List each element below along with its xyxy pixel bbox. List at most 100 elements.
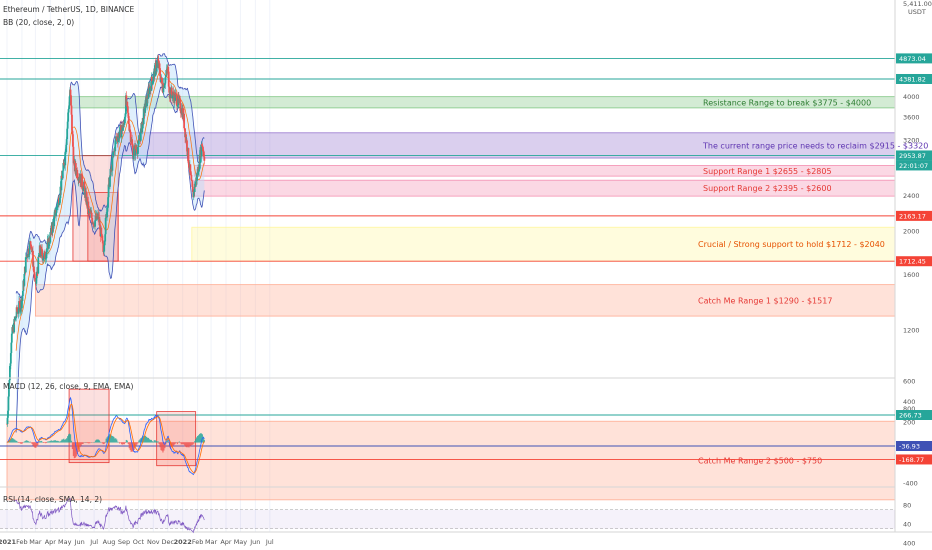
macd-histogram-bar: [173, 442, 176, 445]
macd-histogram-bar: [69, 434, 72, 443]
candle-body: [73, 162, 75, 164]
macd-histogram-bar: [116, 439, 118, 443]
candle-body: [190, 179, 193, 182]
macd-histogram-bar: [195, 439, 197, 443]
candle-body: [202, 151, 205, 157]
macd-histogram-bar: [63, 438, 65, 443]
candle-body: [76, 177, 79, 179]
macd-histogram-bar: [165, 442, 167, 445]
candle-body: [149, 86, 151, 95]
macd-histogram-bar: [93, 441, 96, 443]
candle-body: [159, 68, 161, 77]
time-axis[interactable]: 2021 Feb Mar Apr May Jun Jul Aug Sep Oct Nov Dec 202…: [0, 538, 274, 546]
time-axis-label: Mar: [205, 538, 218, 546]
macd-histogram-bar: [202, 436, 204, 443]
candle-body: [127, 112, 130, 117]
candle-body: [30, 244, 32, 247]
macd-tag-bg: [896, 410, 932, 420]
candle-body: [7, 410, 9, 418]
macd-histogram-bar: [46, 441, 49, 443]
candle-body: [65, 144, 68, 153]
candle-body: [45, 252, 48, 259]
macd-indicator-label: MACD (12, 26, close, 9, EMA, EMA): [3, 382, 133, 391]
macd-histogram-bar: [154, 440, 156, 443]
candle-body: [58, 197, 60, 205]
candle-body: [167, 71, 170, 87]
candle-body: [174, 93, 177, 101]
candle-body: [103, 241, 106, 246]
bb-fill: [16, 53, 205, 433]
macd-histogram-bar: [38, 442, 40, 443]
candle-body: [87, 209, 90, 213]
candle-body: [48, 242, 51, 244]
macd-histogram-bar: [32, 442, 34, 446]
macd-pane: [0, 388, 895, 476]
candle-body: [118, 133, 121, 139]
macd-histogram-bar: [190, 442, 192, 446]
rsi-axis-label: 80: [903, 502, 911, 510]
macd-histogram-bar: [117, 441, 119, 443]
candle-body: [26, 257, 29, 258]
macd-histogram-bar: [95, 439, 98, 443]
macd-histogram-bar: [191, 442, 193, 445]
macd-histogram-bar: [103, 442, 105, 444]
macd-histogram-bar: [120, 442, 123, 445]
candle-body: [196, 172, 199, 181]
rsi-line: [13, 497, 205, 534]
macd-histogram-bar: [39, 440, 41, 443]
candle-body: [10, 342, 13, 354]
candle-body: [107, 197, 109, 208]
macd-histogram-bar: [152, 441, 154, 443]
candle-body: [44, 258, 47, 260]
macd-histogram-bar: [105, 438, 107, 443]
macd-histogram-bar: [198, 434, 201, 443]
macd-axis-label: -400: [903, 480, 918, 488]
candle-body: [175, 94, 178, 96]
macd-histogram-bar: [178, 441, 180, 443]
candle-body: [21, 296, 24, 302]
rsi-axis-label: 40: [903, 521, 911, 529]
candle-body: [161, 77, 163, 84]
candle-body: [37, 256, 40, 274]
time-axis-label: Mar: [29, 538, 42, 546]
candle-body: [142, 108, 145, 125]
candle-body: [107, 184, 110, 198]
candle-body: [170, 87, 173, 95]
candle-body: [10, 333, 13, 343]
macd-axis-label: 400: [903, 398, 915, 406]
time-axis-label: Jul: [265, 538, 274, 546]
candle-body: [48, 238, 51, 243]
macd-histogram-bar: [33, 442, 35, 447]
macd-histogram-bar: [110, 434, 112, 443]
candle-body: [179, 99, 182, 111]
macd-histogram-bar: [56, 440, 58, 443]
macd-histogram-bar: [18, 442, 21, 443]
macd-histogram-bar: [13, 439, 15, 443]
time-axis-label: Jun: [74, 538, 85, 546]
macd-histogram-bar: [150, 439, 152, 443]
range-zone: [34, 284, 896, 317]
candle-body: [158, 63, 161, 69]
macd-histogram-bar: [68, 433, 71, 443]
macd-histogram-bar: [89, 442, 91, 444]
macd-histogram-bar: [170, 442, 172, 449]
macd-histogram-bar: [40, 441, 42, 443]
macd-axis[interactable]: -400 200 400 600: [903, 377, 918, 487]
rsi-axis[interactable]: 80 40: [903, 502, 911, 529]
candle-body: [58, 202, 61, 205]
macd-histogram-bar: [122, 442, 125, 445]
candle-body: [41, 255, 44, 261]
macd-histogram-bar: [82, 442, 84, 445]
macd-histogram-bar: [61, 439, 63, 443]
price-tag-label: 4873.04: [899, 55, 926, 63]
candle-body: [8, 383, 10, 397]
candle-body: [71, 114, 73, 131]
macd-histogram-bar: [172, 442, 175, 446]
candle-body: [45, 258, 47, 259]
macd-histogram-bar: [68, 434, 70, 443]
macd-histogram-bar: [81, 442, 83, 445]
macd-histogram-bar: [142, 436, 144, 443]
candle-body: [188, 162, 190, 168]
candle-body: [6, 417, 9, 424]
